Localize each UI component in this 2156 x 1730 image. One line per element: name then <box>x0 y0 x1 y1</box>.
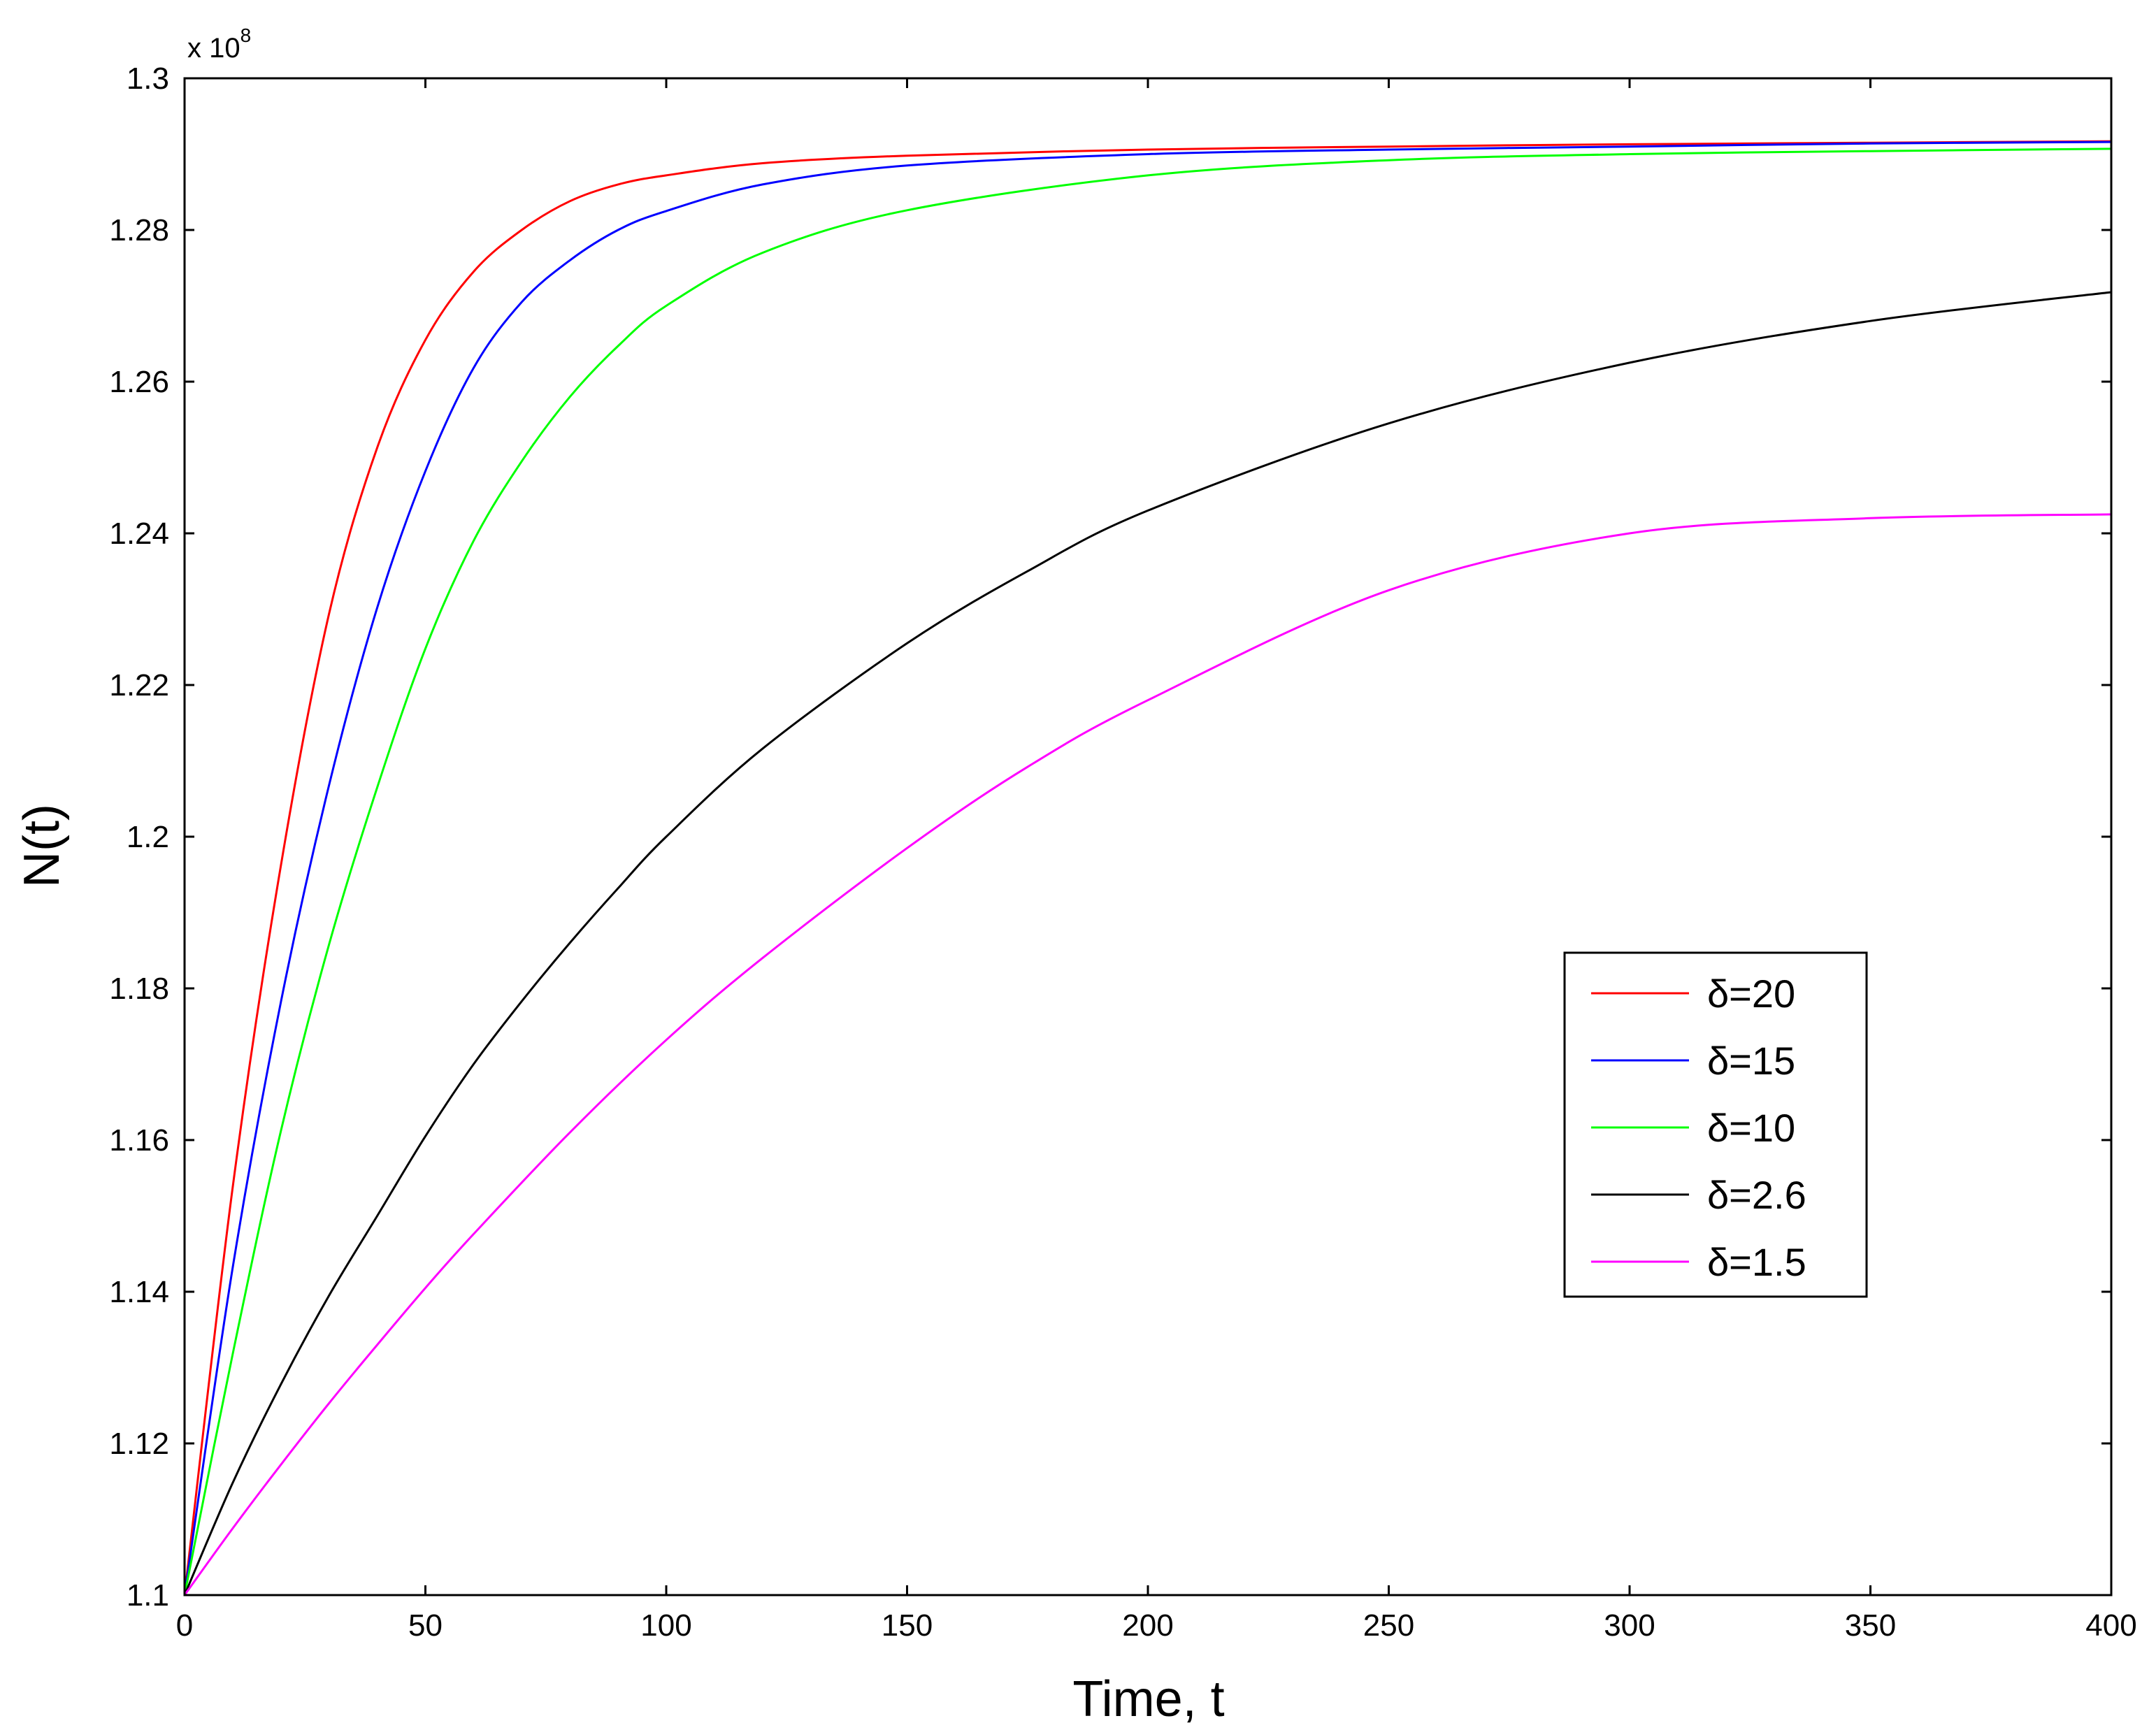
y-multiplier-label: x 108 <box>187 24 251 64</box>
y-tick-label: 1.18 <box>109 972 169 1006</box>
y-tick-label: 1.1 <box>127 1578 169 1613</box>
x-tick-label: 150 <box>882 1608 933 1643</box>
legend-label-3: δ=2.6 <box>1707 1173 1806 1217</box>
legend-label-4: δ=1.5 <box>1707 1240 1806 1284</box>
series-line-1 <box>183 140 2112 1596</box>
x-axis-title: Time, t <box>1072 1671 1224 1727</box>
y-multiplier-exponent: 8 <box>240 24 252 46</box>
x-tick-label: 0 <box>176 1608 193 1643</box>
legend-label-1: δ=15 <box>1707 1039 1795 1083</box>
series-line-2 <box>183 147 2112 1596</box>
x-tick-label: 350 <box>1845 1608 1896 1643</box>
y-tick-label: 1.22 <box>109 668 169 702</box>
y-tick-label: 1.12 <box>109 1427 169 1461</box>
y-tick-label: 1.2 <box>127 820 169 854</box>
x-tick-label: 250 <box>1363 1608 1414 1643</box>
axes-layer: 0 50 100 150 200 250 300 350 400 1.1 1.12 1.14 1.16 1… <box>109 62 2136 1643</box>
y-tick-label: 1.26 <box>109 365 169 399</box>
legend: δ=20 δ=15 δ=10 δ=2.6 δ=1.5 <box>1563 951 1868 1298</box>
x-tick-label: 200 <box>1122 1608 1173 1643</box>
x-tick-label: 400 <box>2085 1608 2136 1643</box>
legend-box <box>1563 951 1868 1298</box>
y-tick-label: 1.28 <box>109 213 169 247</box>
x-tick-label: 300 <box>1604 1608 1655 1643</box>
series-line-0 <box>183 140 2112 1596</box>
y-multiplier-prefix: x 10 <box>187 33 240 64</box>
y-tick-label: 1.16 <box>109 1123 169 1158</box>
y-tick-label: 1.14 <box>109 1275 169 1309</box>
y-axis-title: N(t) <box>14 804 70 888</box>
x-tick-label: 100 <box>640 1608 691 1643</box>
y-tick-label: 1.24 <box>109 517 169 551</box>
x-tick-label: 50 <box>408 1608 443 1643</box>
plot-frame <box>183 77 2113 1596</box>
y-tick-label: 1.3 <box>127 62 169 96</box>
series-line-3 <box>183 291 2112 1596</box>
legend-label-2: δ=10 <box>1707 1106 1795 1150</box>
series-line-4 <box>183 513 2112 1596</box>
series-layer <box>183 140 2112 1596</box>
legend-label-0: δ=20 <box>1707 972 1795 1016</box>
